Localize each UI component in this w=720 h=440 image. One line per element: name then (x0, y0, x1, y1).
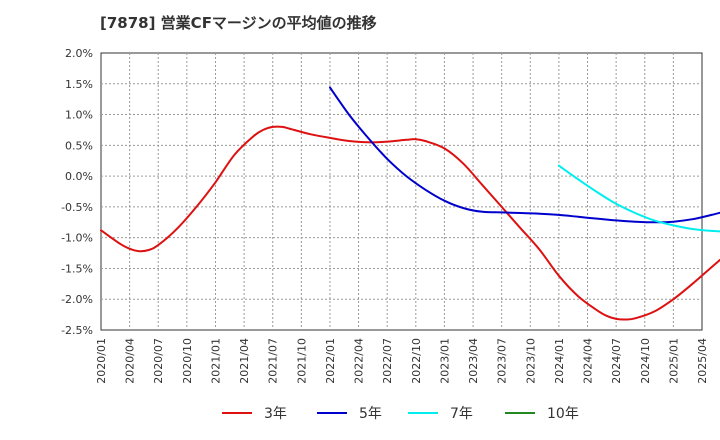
series-line-2 (329, 86, 720, 224)
x-tick-label: 2022/04 (353, 338, 366, 384)
x-tick-label: 2021/04 (238, 338, 251, 384)
chart-title: [7878] 営業CFマージンの平均値の推移 (100, 14, 377, 32)
x-tick-label: 2020/10 (181, 338, 194, 384)
y-tick-label: 1.0% (65, 109, 93, 122)
y-tick-label: -2.5% (61, 324, 93, 337)
y-tick-label: 0.0% (65, 170, 93, 183)
x-tick-label: 2024/07 (610, 338, 623, 384)
x-tick-label: 2025/01 (667, 338, 680, 384)
legend-label-3: 7年 (450, 406, 473, 422)
x-tick-label: 2020/04 (124, 338, 137, 384)
x-tick-label: 2023/01 (438, 338, 451, 384)
series-line-1 (100, 125, 720, 321)
x-tick-label: 2020/01 (95, 338, 108, 384)
x-tick-label: 2022/07 (381, 338, 394, 384)
x-tick-label: 2024/01 (553, 338, 566, 384)
legend-label-4: 10年 (547, 406, 579, 422)
x-tick-label: 2025/04 (696, 338, 709, 384)
y-tick-label: 0.5% (65, 139, 93, 152)
y-tick-label: -1.0% (61, 232, 93, 245)
x-tick-label: 2023/07 (496, 338, 509, 384)
x-tick-label: 2020/07 (152, 338, 165, 384)
x-tick-label: 2022/10 (410, 338, 423, 384)
x-tick-label: 2021/10 (295, 338, 308, 384)
y-tick-label: -2.0% (61, 293, 93, 306)
x-tick-label: 2024/04 (582, 338, 595, 384)
series-line-3 (557, 164, 720, 233)
legend-label-1: 3年 (264, 406, 287, 422)
y-tick-label: -1.5% (61, 262, 93, 275)
x-tick-label: 2024/10 (639, 338, 652, 384)
x-tick-label: 2022/01 (324, 338, 337, 384)
plot-frame (100, 52, 703, 331)
x-tick-label: 2023/04 (467, 338, 480, 384)
x-tick-label: 2023/10 (524, 338, 537, 384)
y-tick-label: 2.0% (65, 47, 93, 60)
x-tick-label: 2021/07 (267, 338, 280, 384)
legend-label-2: 5年 (359, 406, 382, 422)
y-tick-label: -0.5% (61, 201, 93, 214)
x-tick-label: 2021/01 (209, 338, 222, 384)
y-tick-label: 1.5% (65, 78, 93, 91)
